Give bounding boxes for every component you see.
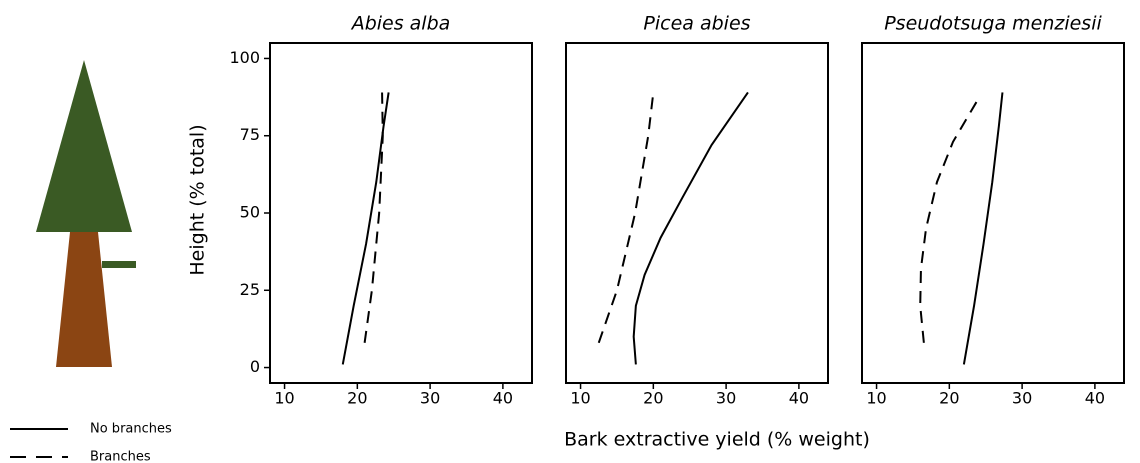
tree-branch — [102, 261, 136, 268]
x-tick-label: 30 — [1012, 389, 1032, 408]
data-line — [962, 92, 1004, 365]
plot-frame — [269, 42, 533, 384]
y-tick-label: 25 — [240, 280, 260, 299]
x-tick-label: 20 — [643, 389, 663, 408]
x-tick-label: 40 — [493, 389, 513, 408]
y-tick-label: 0 — [250, 357, 260, 376]
data-line — [632, 91, 749, 365]
tree-crown — [36, 60, 132, 232]
x-tick-label: 10 — [866, 389, 886, 408]
data-line — [919, 98, 980, 343]
x-tick-label: 30 — [420, 389, 440, 408]
y-tick-label: 75 — [240, 125, 260, 144]
data-line — [597, 92, 655, 344]
y-tick-label: 100 — [229, 48, 260, 67]
x-tick-label: 10 — [274, 389, 294, 408]
y-tick-label: 50 — [240, 203, 260, 222]
x-tick-label: 20 — [939, 389, 959, 408]
legend-label: No branches — [90, 422, 172, 437]
x-tick-label: 10 — [570, 389, 590, 408]
x-tick-label: 40 — [1085, 389, 1105, 408]
tree-trunk — [56, 232, 112, 367]
data-line — [341, 92, 390, 365]
x-tick-label: 20 — [347, 389, 367, 408]
x-tick-label: 30 — [716, 389, 736, 408]
panel-title: Abies alba — [350, 13, 451, 35]
data-line — [363, 92, 384, 343]
panel-title: Picea abies — [643, 13, 750, 35]
plot-frame — [565, 42, 829, 384]
x-axis-label: Bark extractive yield (% weight) — [564, 429, 870, 451]
plot-frame — [861, 42, 1125, 384]
legend-label: Branches — [90, 450, 151, 463]
panel-title: Pseudotsuga menziesii — [884, 13, 1102, 35]
y-axis-label: Height (% total) — [187, 124, 209, 275]
x-tick-label: 40 — [789, 389, 809, 408]
